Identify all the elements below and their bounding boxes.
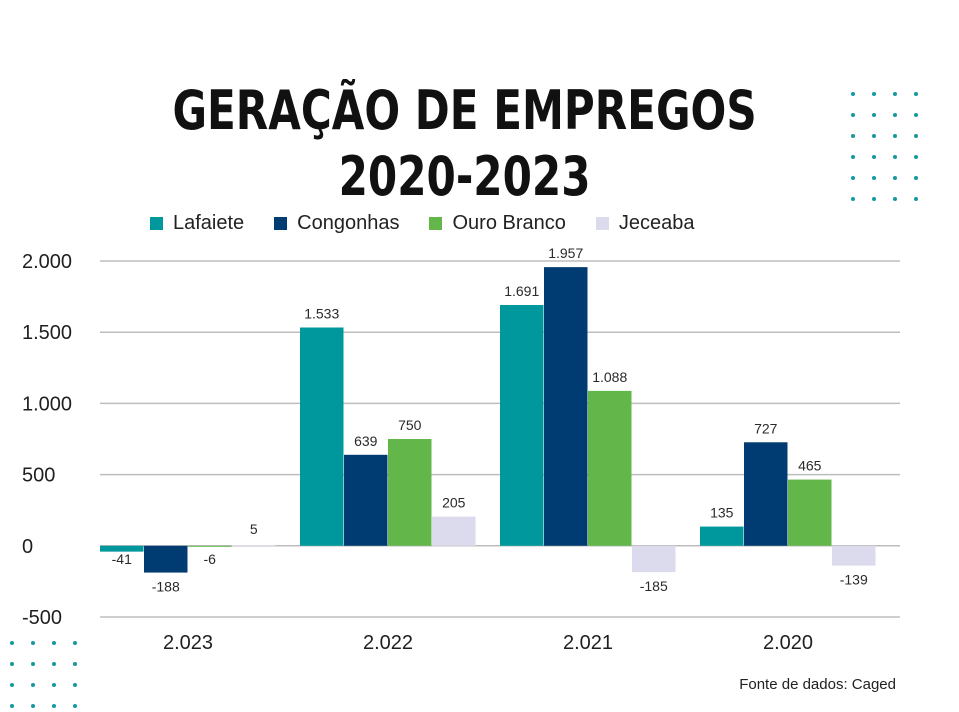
bar-ouro-branco [388, 439, 432, 546]
bar-congonhas [344, 454, 388, 546]
x-tick-label: 2.020 [763, 632, 813, 654]
y-tick-label: 1.000 [22, 393, 72, 415]
bar-lafaiete [500, 305, 544, 546]
decorative-dot [10, 641, 14, 645]
data-label: 5 [250, 521, 258, 537]
decorative-dot [914, 197, 918, 201]
decorative-dot [52, 662, 56, 666]
bar-congonhas [744, 442, 788, 546]
data-label: -6 [204, 551, 217, 567]
decorative-dot [52, 683, 56, 687]
data-label: 639 [354, 433, 378, 449]
decorative-dot [52, 641, 56, 645]
legend: Lafaiete Congonhas Ouro Branco Jeceaba [150, 208, 725, 238]
decorative-dot [893, 134, 897, 138]
legend-swatch [274, 216, 288, 230]
bar-lafaiete [100, 545, 144, 552]
decorative-dot [914, 155, 918, 159]
legend-swatch [429, 216, 443, 230]
bar-congonhas [144, 545, 188, 573]
decorative-dot [872, 113, 876, 117]
decorative-dot [31, 641, 35, 645]
decorative-dot [851, 134, 855, 138]
bar-jeceaba [632, 545, 676, 573]
decorative-dot [872, 197, 876, 201]
data-label: 1.691 [504, 283, 539, 299]
x-tick-label: 2.022 [363, 632, 413, 654]
decorative-dot [31, 683, 35, 687]
data-label: -139 [840, 572, 868, 588]
data-label: -41 [112, 551, 132, 567]
y-tick-label: 2.000 [22, 251, 72, 273]
decorative-dot [31, 662, 35, 666]
data-label: 465 [798, 458, 822, 474]
decorative-dot [872, 155, 876, 159]
data-label: -185 [640, 578, 668, 594]
decorative-dot [851, 197, 855, 201]
data-label: 750 [398, 417, 422, 433]
legend-item-1: Congonhas [274, 212, 399, 235]
decorative-dot [872, 176, 876, 180]
bar-congonhas [544, 267, 588, 546]
decorative-dot [10, 683, 14, 687]
x-tick-label: 2.023 [163, 632, 213, 654]
decorative-dot [893, 155, 897, 159]
bar-ouro-branco [188, 545, 232, 547]
decorative-dot [851, 113, 855, 117]
decorative-dot [73, 641, 77, 645]
legend-label: Congonhas [297, 211, 400, 234]
legend-label: Lafaiete [173, 211, 245, 234]
decorative-dot [914, 113, 918, 117]
decorative-dot [893, 197, 897, 201]
bar-jeceaba [832, 545, 876, 566]
data-label: 1.957 [548, 245, 583, 261]
y-tick-label: 1.500 [22, 322, 72, 344]
decorative-dot [914, 176, 918, 180]
decorative-dot [893, 176, 897, 180]
bar-ouro-branco [588, 390, 632, 546]
decorative-dot [851, 155, 855, 159]
data-label: 205 [442, 495, 466, 511]
data-source-note: Fonte de dados: Caged [739, 676, 896, 693]
bar-lafaiete [700, 526, 744, 546]
decorative-dot [893, 92, 897, 96]
decorative-dot [851, 176, 855, 180]
x-tick-label: 2.021 [563, 632, 613, 654]
decorative-dot [914, 92, 918, 96]
y-tick-label: 0 [22, 536, 33, 558]
legend-swatch [150, 216, 163, 230]
decorative-dot [52, 704, 56, 708]
bar-jeceaba [432, 516, 476, 546]
decorative-dot [914, 134, 918, 138]
y-tick-label: 500 [22, 465, 55, 487]
data-label: -188 [152, 579, 180, 595]
data-label: 135 [710, 505, 734, 521]
legend-item-0: Lafaiete [150, 212, 244, 235]
decorative-dot [872, 134, 876, 138]
decorative-dot [893, 113, 897, 117]
decorative-dot [73, 683, 77, 687]
decorative-dot [73, 704, 77, 708]
legend-item-3: Jeceaba [595, 211, 695, 235]
data-label: 1.533 [304, 306, 339, 322]
decorative-dot [872, 92, 876, 96]
legend-label: Ouro Branco [452, 211, 566, 234]
legend-swatch [595, 216, 609, 230]
decorative-dot [10, 662, 14, 666]
decorative-dot [31, 704, 35, 708]
legend-item-2: Ouro Branco [429, 211, 566, 235]
decorative-dot [10, 704, 14, 708]
decorative-dot [73, 662, 77, 666]
legend-label: Jeceaba [618, 211, 695, 234]
y-tick-label: -500 [22, 607, 62, 629]
bar-jeceaba [232, 545, 276, 547]
data-label: 727 [754, 420, 778, 436]
bar-lafaiete [300, 327, 344, 546]
chart-title: GERAÇÃO DE EMPREGOS 2020-2023 [172, 79, 757, 208]
data-label: 1.088 [592, 369, 627, 385]
decorative-dot [851, 92, 855, 96]
bar-ouro-branco [788, 479, 832, 546]
